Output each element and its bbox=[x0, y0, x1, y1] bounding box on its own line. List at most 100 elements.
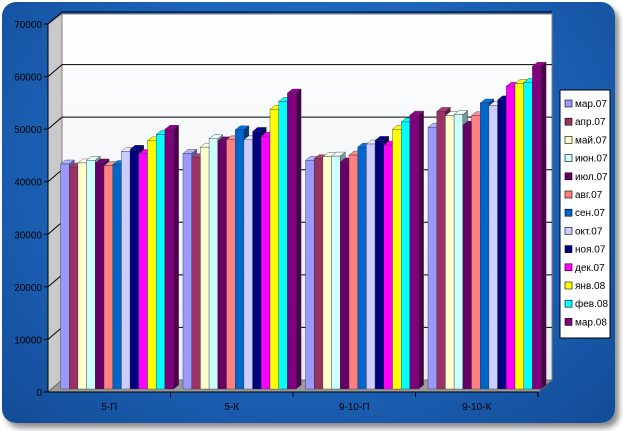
bar-front bbox=[217, 140, 227, 390]
bar-front bbox=[392, 129, 402, 390]
y-tick-label: 70000 bbox=[14, 20, 42, 31]
gridline-side bbox=[47, 64, 63, 77]
bar-front bbox=[208, 138, 219, 390]
bar bbox=[531, 61, 547, 390]
bar-front bbox=[497, 99, 507, 390]
bar-front bbox=[77, 162, 87, 390]
bar-front bbox=[95, 162, 105, 390]
bar-front bbox=[103, 165, 113, 390]
bar-side bbox=[295, 88, 302, 390]
y-tick-label: 20000 bbox=[14, 283, 42, 294]
bar-front bbox=[191, 157, 201, 390]
legend-swatch bbox=[564, 99, 573, 108]
bar-front bbox=[322, 156, 332, 390]
bar-front bbox=[200, 146, 210, 390]
bar-front bbox=[226, 139, 236, 390]
bar-front bbox=[147, 140, 157, 390]
legend-label: май.07 bbox=[575, 135, 607, 146]
legend-label: июл.07 bbox=[575, 172, 608, 183]
bar-front bbox=[445, 115, 455, 390]
bar-front bbox=[366, 143, 376, 390]
y-tick-label: 40000 bbox=[14, 178, 42, 189]
legend-label: сен.07 bbox=[575, 208, 605, 219]
bar-front bbox=[340, 161, 350, 390]
legend-swatch bbox=[564, 263, 573, 272]
x-tick-label: 9-10-П bbox=[339, 402, 370, 413]
bar-front bbox=[314, 158, 324, 390]
bar-front bbox=[331, 155, 341, 390]
bar-front bbox=[462, 124, 472, 390]
legend-label: дек.07 bbox=[575, 263, 605, 274]
legend-swatch bbox=[564, 245, 573, 253]
bars bbox=[59, 61, 547, 390]
bar-front bbox=[471, 115, 481, 390]
legend-swatch bbox=[564, 318, 573, 326]
bar-front bbox=[155, 134, 166, 390]
bar-front bbox=[112, 164, 122, 390]
legend-label: мар.07 bbox=[575, 99, 607, 110]
bar-front bbox=[427, 126, 437, 390]
bar-front bbox=[488, 105, 498, 390]
bar-front bbox=[506, 85, 516, 390]
bar-front bbox=[514, 83, 524, 390]
bar bbox=[164, 124, 180, 390]
bar-front bbox=[129, 149, 140, 390]
bar-front bbox=[532, 66, 542, 390]
bar-front bbox=[523, 82, 533, 390]
legend-swatch bbox=[564, 190, 573, 199]
legend-label: авг.07 bbox=[575, 190, 603, 201]
bar-front bbox=[182, 153, 192, 390]
x-tick-label: 5-П bbox=[101, 402, 117, 413]
bar-front bbox=[164, 129, 174, 390]
y-tick-label: 30000 bbox=[14, 230, 42, 241]
x-tick-label: 9-10-К bbox=[462, 402, 491, 413]
legend-label: ноя.07 bbox=[575, 245, 606, 256]
legend: мар.07 апр.07 май.07 июн.07 июл.07 авг.07 сен.… bbox=[564, 99, 608, 328]
y-tick-label: 50000 bbox=[14, 125, 42, 136]
bar bbox=[286, 88, 302, 390]
bar-front bbox=[401, 121, 411, 390]
legend-swatch bbox=[564, 172, 573, 181]
bar bbox=[409, 110, 425, 390]
legend-label: апр.07 bbox=[575, 117, 606, 128]
bar-front bbox=[383, 144, 393, 390]
legend-label: мар.08 bbox=[575, 317, 607, 328]
bar-front bbox=[278, 101, 288, 390]
gridline-side bbox=[47, 221, 63, 235]
bar-front bbox=[86, 160, 96, 390]
bar-side bbox=[540, 61, 547, 390]
bar-front bbox=[409, 114, 419, 390]
legend-swatch bbox=[564, 136, 573, 144]
gridline-side bbox=[47, 169, 63, 183]
legend-label: фев.08 bbox=[575, 298, 608, 310]
bar-front bbox=[121, 151, 131, 390]
bar-front bbox=[374, 140, 385, 390]
bar-front bbox=[436, 111, 446, 390]
legend-swatch bbox=[564, 208, 573, 217]
bar-front bbox=[287, 92, 297, 390]
legend-swatch bbox=[564, 154, 573, 162]
bar-front bbox=[60, 163, 70, 390]
y-tick-label: 0 bbox=[36, 388, 42, 399]
bar-front bbox=[348, 154, 358, 390]
legend-label: окт.07 bbox=[575, 226, 603, 237]
bar-front bbox=[453, 114, 464, 390]
legend-label: янв.08 bbox=[575, 281, 606, 292]
bar-front bbox=[357, 146, 367, 390]
bar-front bbox=[480, 102, 490, 390]
legend-label: июн.07 bbox=[575, 154, 608, 165]
gridline-side bbox=[47, 274, 63, 288]
y-tick-label: 10000 bbox=[14, 335, 42, 346]
gridline-side bbox=[47, 11, 63, 25]
gridline-side bbox=[47, 116, 63, 130]
axes: 0 10000 20000 30000 40000 50000 60000 70000 5-П 5… bbox=[14, 20, 539, 413]
bar-side bbox=[418, 110, 424, 390]
bar-front bbox=[138, 153, 148, 390]
legend-swatch bbox=[564, 281, 573, 290]
gridline-side bbox=[47, 327, 63, 340]
bar-front bbox=[261, 135, 271, 390]
bar-front bbox=[68, 166, 79, 390]
legend-swatch bbox=[564, 117, 573, 126]
bar-front bbox=[234, 129, 245, 390]
